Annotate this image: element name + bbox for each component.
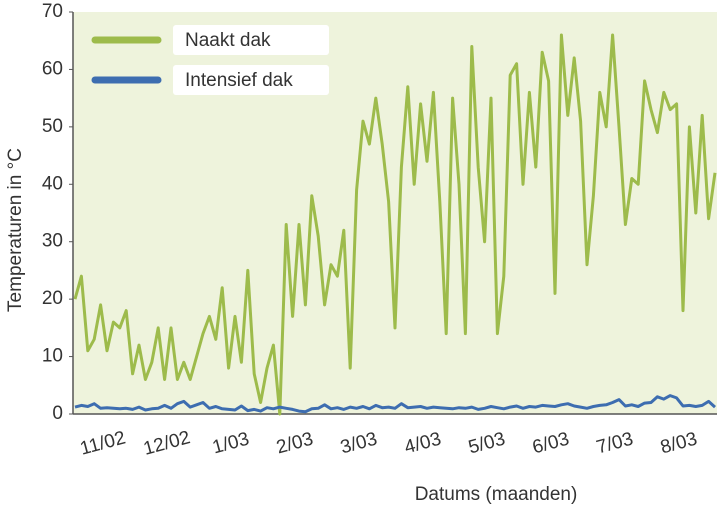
y-tick-label: 50 — [42, 116, 63, 137]
legend-label: Intensief dak — [185, 70, 293, 91]
x-tick-label: 11/02 — [78, 427, 128, 459]
x-tick-label: 5/03 — [466, 429, 507, 459]
x-tick-label: 4/03 — [402, 429, 443, 459]
x-tick-label: 6/03 — [530, 429, 571, 459]
y-tick-label: 20 — [42, 288, 63, 309]
x-tick-label: 7/03 — [594, 429, 635, 459]
x-tick-label: 3/03 — [338, 429, 379, 459]
y-tick-label: 0 — [52, 403, 63, 424]
legend-label-box — [173, 25, 329, 55]
y-tick-label: 60 — [42, 58, 63, 79]
x-tick-label: 1/03 — [210, 429, 251, 459]
plot-area — [73, 12, 717, 414]
legend-label-box — [173, 65, 329, 95]
x-axis-label: Datums (maanden) — [415, 484, 578, 505]
legend-label: Naakt dak — [185, 30, 271, 51]
x-tick-label: 2/03 — [274, 429, 315, 459]
y-tick-label: 30 — [42, 231, 63, 252]
series-line — [73, 33, 717, 416]
x-tick-label: 8/03 — [658, 429, 699, 459]
y-tick-label: 10 — [42, 346, 63, 367]
x-tick-label: 12/02 — [141, 427, 192, 460]
series-line — [74, 394, 716, 414]
y-tick-label: 40 — [42, 173, 63, 194]
y-tick-label: 70 — [42, 1, 63, 22]
y-axis-label: Temperaturen in °C — [5, 148, 26, 312]
